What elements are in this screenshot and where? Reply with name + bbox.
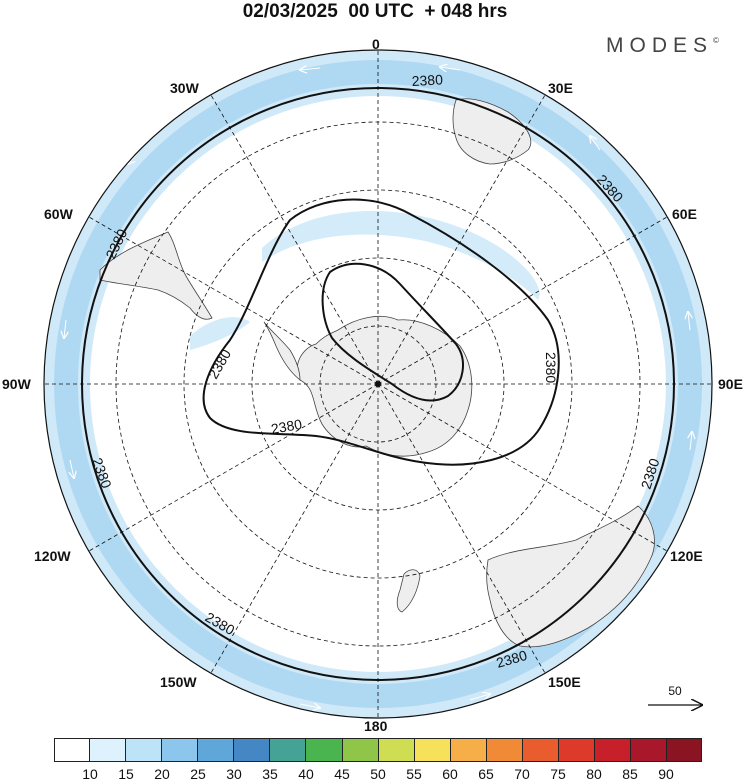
colorbar-cell [126,738,163,762]
colorbar-label: 45 [334,766,350,782]
contour-inner-low [321,262,464,402]
colorbar-label: 35 [262,766,278,782]
colorbar [54,738,703,762]
land-new-zealand [396,569,421,613]
land-antarctica [296,315,473,457]
colorbar-cell [631,738,668,762]
lon-label-60e: 60E [672,206,697,222]
land-africa [452,98,532,165]
colorbar-cell [342,738,379,762]
contour-label: 2380 [411,71,443,89]
copyright-mark: © [713,36,719,45]
brand-logo: MODES© [606,34,719,58]
map-border [43,49,713,719]
colorbar-cell [162,738,199,762]
colorbar-cell [198,738,235,762]
lon-label-30w: 30W [170,80,199,96]
colorbar-cell [306,738,343,762]
colorbar-label: 40 [298,766,314,782]
colorbar-cell [378,738,415,762]
colorbar-label: 85 [622,766,638,782]
map-title: 02/03/2025 00 UTC + 048 hrs [242,1,508,22]
colorbar-label: 75 [550,766,566,782]
colorbar-cell [558,738,595,762]
colorbar-label: 10 [82,766,98,782]
vector-scale: 50 [640,684,710,714]
colorbar-label: 20 [154,766,170,782]
contour-label: 2380 [543,352,559,383]
brand-name: MODES [606,34,714,57]
lon-label-90e: 90E [718,376,743,392]
colorbar-label: 90 [658,766,674,782]
colorbar-label: 50 [370,766,386,782]
colorbar-cell [270,738,307,762]
lon-label-30e: 30E [548,80,573,96]
contour-outer-ring [81,87,675,681]
colorbar-label: 55 [406,766,422,782]
colorbar-cell [234,738,271,762]
lon-label-180: 180 [364,718,388,734]
colorbar-label: 60 [442,766,458,782]
colorbar-label: 30 [226,766,242,782]
land-antarctic-peninsula [263,321,301,381]
lon-label-120w: 120W [34,548,71,564]
vector-scale-value: 50 [668,684,682,698]
colorbar-label: 25 [190,766,206,782]
colorbar-cells [54,738,703,762]
colorbar-label: 80 [586,766,602,782]
lon-label-150w: 150W [160,674,197,690]
land-south-america [99,231,213,320]
colorbar-cell [414,738,451,762]
contour-polar-low [202,198,560,466]
colorbar-cell [450,738,487,762]
contour-label: 2380 [270,416,304,437]
colorbar-cell [594,738,631,762]
colorbar-cell [522,738,559,762]
colorbar-label: 15 [118,766,134,782]
land-australia [486,505,655,648]
colorbar-label: 65 [478,766,494,782]
lon-label-60w: 60W [44,206,73,222]
lon-label-120e: 120E [670,548,703,564]
colorbar-label: 70 [514,766,530,782]
lon-label-90w: 90W [2,376,31,392]
lon-label-0: 0 [372,36,380,52]
wind-streak-west [190,317,250,350]
lon-label-150e: 150E [548,674,581,690]
colorbar-cell [667,738,703,762]
colorbar-cell [54,738,91,762]
colorbar-cell [90,738,127,762]
south-pole-marker [375,381,381,387]
wind-band-inner [262,210,540,300]
vector-scale-arrow [648,684,710,714]
colorbar-cell [486,738,523,762]
